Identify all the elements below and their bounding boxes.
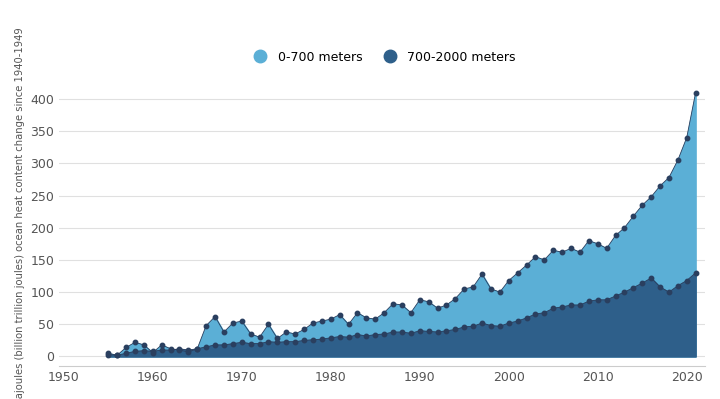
Y-axis label: Zettajoules (billion trillion joules) ocean heat content change since 1940-1949: Zettajoules (billion trillion joules) oc… [15, 27, 25, 399]
Legend: 0-700 meters, 700-2000 meters: 0-700 meters, 700-2000 meters [243, 46, 521, 69]
